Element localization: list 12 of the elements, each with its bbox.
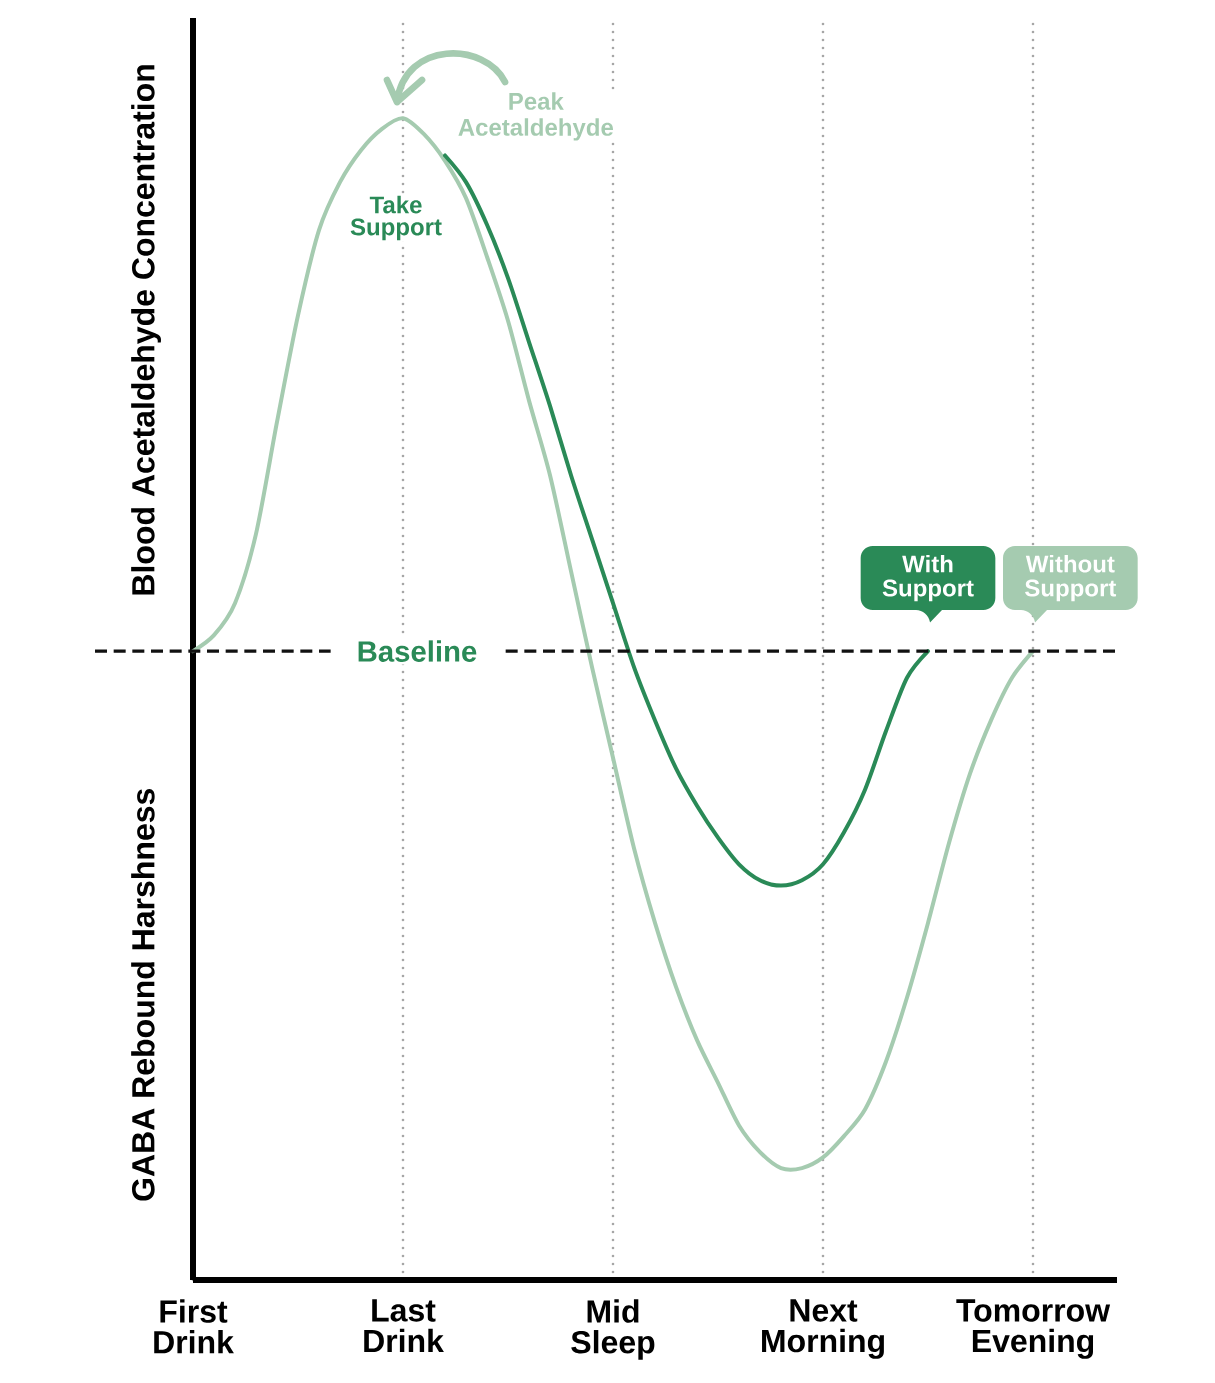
- text: Without Support: [1025, 554, 1117, 602]
- x-tick-label: Next Morning: [762, 1299, 884, 1359]
- x-tick-label: First Drink: [154, 1299, 234, 1354]
- x-tick-label: Tomorrow Evening: [956, 1299, 1111, 1359]
- annotation: Peak Acetaldehyde: [458, 92, 614, 141]
- x-tick-label: Mid Sleep: [571, 1299, 655, 1360]
- ref-line-label: Baseline: [358, 640, 477, 662]
- annotation: Take Support: [350, 195, 442, 241]
- text: GABA Rebound Harshness: [131, 789, 155, 1201]
- text: With Support: [882, 554, 974, 602]
- y-axis-title: Blood Acetaldehyde Concentration: [131, 65, 161, 595]
- x-tick-label: Last Drink: [364, 1299, 444, 1353]
